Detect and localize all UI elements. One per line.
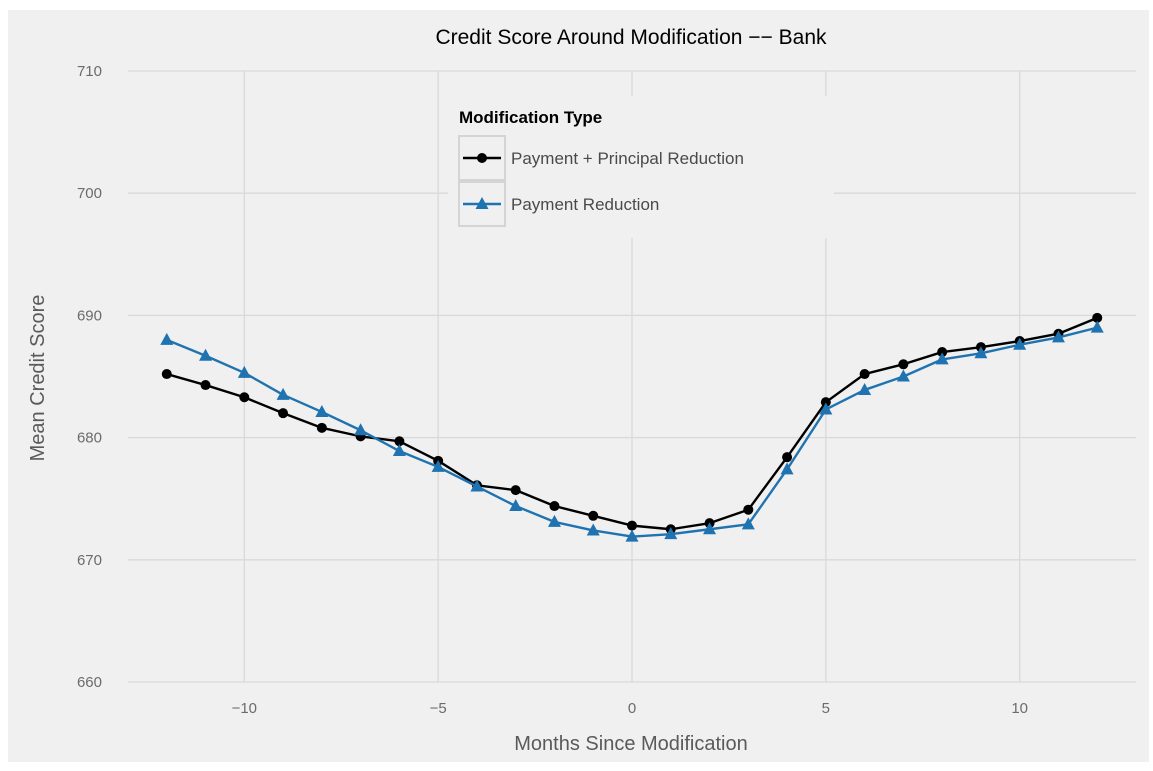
x-tick-label: 5 [822,700,830,717]
data-point [858,382,872,395]
data-point [627,520,637,531]
data-point [510,485,521,496]
data-point [239,392,250,403]
data-point [819,402,833,415]
legend: Modification Type Payment + Principal Re… [448,96,834,238]
data-point [625,529,639,542]
data-point [664,527,678,540]
series [160,312,1104,542]
data-point [586,523,600,536]
data-point [935,352,949,365]
series-1 [161,312,1103,535]
data-point [741,517,755,530]
data-point [316,422,327,433]
data-point [937,347,948,358]
data-point [392,444,406,457]
legend-background [448,96,834,238]
tick-labels: 660 670 680 690 700 710 −10 −5 0 5 10 [77,63,1028,717]
data-point [200,380,211,391]
data-point [354,423,368,436]
series-2 [160,320,1104,542]
data-point [1092,312,1103,323]
legend-key-marker [475,197,489,209]
data-point [199,348,213,361]
data-point [780,462,794,475]
data-point [237,365,251,378]
data-point [1090,320,1104,333]
y-tick-label: 670 [77,552,102,569]
data-point [161,369,172,380]
y-tick-label: 710 [77,63,102,80]
data-point [315,404,329,417]
legend-title: Modification Type [459,108,602,127]
y-tick-label: 690 [77,307,102,324]
data-point [896,369,910,382]
data-point [1013,337,1027,350]
x-axis-title: Months Since Modification [514,733,747,755]
data-point [1051,330,1065,343]
y-tick-label: 680 [77,430,102,447]
legend-label-series-1: Payment + Principal Reduction [511,149,744,168]
y-tick-label: 660 [77,674,102,691]
data-point [276,387,290,400]
data-point [509,499,523,512]
data-point [394,436,405,447]
data-point [160,332,174,345]
x-tick-label: 0 [628,700,636,717]
data-point [588,510,599,521]
y-axis-title: Mean Credit Score [27,295,49,462]
data-point [470,479,484,492]
data-point [549,501,560,512]
data-point [782,452,793,463]
data-point [898,359,909,370]
data-point [859,369,870,380]
chart-title: Credit Score Around Modification −− Bank [435,26,827,49]
data-point [547,514,561,527]
data-point [703,522,717,535]
x-tick-label: −5 [430,700,447,717]
data-point [743,504,754,515]
data-point [431,459,445,472]
x-tick-label: 10 [1011,700,1028,717]
data-point [278,408,289,419]
data-point [974,346,988,359]
data-point [820,397,831,408]
x-tick-label: −10 [232,700,257,717]
y-tick-label: 700 [77,185,102,202]
legend-label-series-2: Payment Reduction [511,195,659,214]
legend-key-marker [477,153,487,163]
